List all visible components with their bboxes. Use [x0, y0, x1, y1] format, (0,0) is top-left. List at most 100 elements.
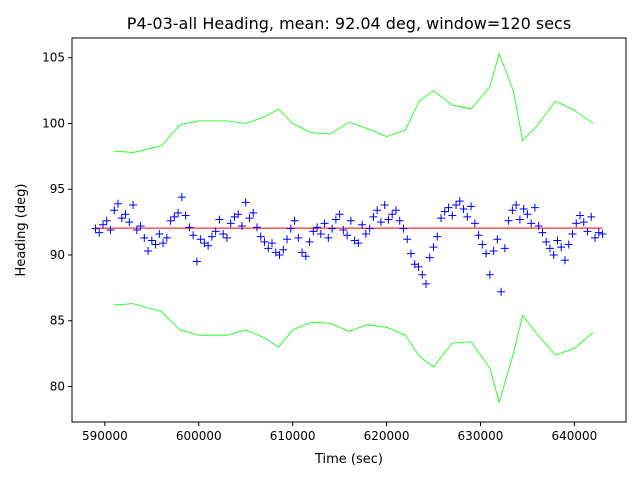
data-point	[437, 214, 446, 223]
data-point	[568, 229, 577, 238]
data-point	[527, 219, 536, 228]
x-axis: 590000 600000 610000 620000 630000 640000	[82, 422, 597, 443]
data-point	[560, 256, 569, 265]
data-point	[429, 243, 438, 252]
y-axis: 80 85 90 95 100 105	[42, 51, 72, 393]
data-point	[500, 244, 509, 253]
data-point	[478, 240, 487, 249]
data-point	[125, 218, 134, 227]
data-point	[594, 228, 603, 237]
data-point	[207, 232, 216, 241]
data-point	[328, 224, 337, 233]
data-point	[376, 218, 385, 227]
data-point	[174, 208, 183, 217]
data-point	[365, 224, 374, 233]
data-point	[136, 222, 145, 231]
data-point	[324, 233, 333, 242]
data-point	[575, 211, 584, 220]
data-point	[185, 223, 194, 232]
data-point	[391, 206, 400, 215]
data-point	[294, 233, 303, 242]
y-tick-label: 105	[42, 51, 65, 65]
data-point	[369, 212, 378, 221]
x-axis-label: Time (sec)	[314, 452, 383, 467]
data-point	[237, 222, 246, 231]
data-point	[534, 222, 543, 231]
data-point	[159, 239, 168, 248]
data-point	[219, 229, 228, 238]
data-point	[448, 211, 457, 220]
data-point	[497, 287, 506, 296]
data-point	[110, 206, 119, 215]
data-point	[444, 203, 453, 212]
data-point	[316, 229, 325, 238]
data-point	[98, 220, 107, 229]
plot-area	[91, 52, 607, 404]
data-point	[226, 219, 235, 228]
data-point	[252, 223, 261, 232]
data-point	[598, 229, 607, 238]
axes-frame	[71, 37, 627, 423]
data-point	[583, 227, 592, 236]
data-point	[305, 237, 314, 246]
data-point	[215, 215, 224, 224]
data-point	[395, 216, 404, 225]
data-point	[425, 253, 434, 262]
data-point	[301, 252, 310, 261]
data-point	[354, 239, 363, 248]
y-tick-label: 90	[50, 248, 65, 262]
y-tick-label: 80	[50, 379, 65, 393]
data-point	[264, 244, 273, 253]
data-point	[489, 247, 498, 256]
data-point	[373, 206, 382, 215]
data-point	[286, 224, 295, 233]
data-point	[189, 231, 198, 240]
data-point	[275, 250, 284, 259]
data-point	[433, 232, 442, 241]
data-point	[298, 248, 307, 257]
data-point	[493, 235, 502, 244]
data-point	[147, 236, 156, 245]
data-point	[177, 193, 186, 202]
data-point	[519, 204, 528, 213]
x-tick-label: 610000	[270, 429, 316, 443]
data-point	[234, 210, 243, 219]
data-point	[399, 224, 408, 233]
data-point	[538, 228, 547, 237]
data-point	[106, 226, 115, 234]
data-point	[249, 208, 258, 217]
data-point	[114, 199, 123, 208]
data-point	[313, 223, 322, 232]
x-tick-label: 630000	[458, 429, 504, 443]
data-point	[467, 202, 476, 211]
data-point	[545, 244, 554, 253]
chart-title: P4-03-all Heading, mean: 92.04 deg, wind…	[127, 14, 571, 33]
data-point	[222, 233, 231, 242]
data-point	[564, 240, 573, 249]
data-point	[515, 215, 524, 224]
data-point	[279, 245, 288, 254]
data-point	[196, 235, 205, 244]
data-point	[440, 207, 449, 216]
data-point	[463, 212, 472, 221]
data-point	[144, 247, 153, 256]
data-point	[470, 219, 479, 228]
data-point	[421, 279, 430, 288]
data-point	[166, 216, 175, 225]
lower-band-line	[114, 303, 594, 404]
data-point	[204, 241, 213, 250]
data-point	[459, 204, 468, 213]
data-point	[117, 214, 126, 223]
data-point	[211, 227, 220, 236]
y-tick-label: 95	[50, 182, 65, 196]
data-point	[339, 226, 348, 234]
data-point	[170, 212, 179, 221]
data-point	[283, 235, 292, 244]
data-point	[403, 235, 412, 244]
data-point	[549, 250, 558, 259]
data-point	[418, 270, 427, 279]
data-point	[553, 236, 562, 245]
data-point	[241, 198, 250, 207]
y-axis-label: Heading (deg)	[14, 184, 29, 277]
